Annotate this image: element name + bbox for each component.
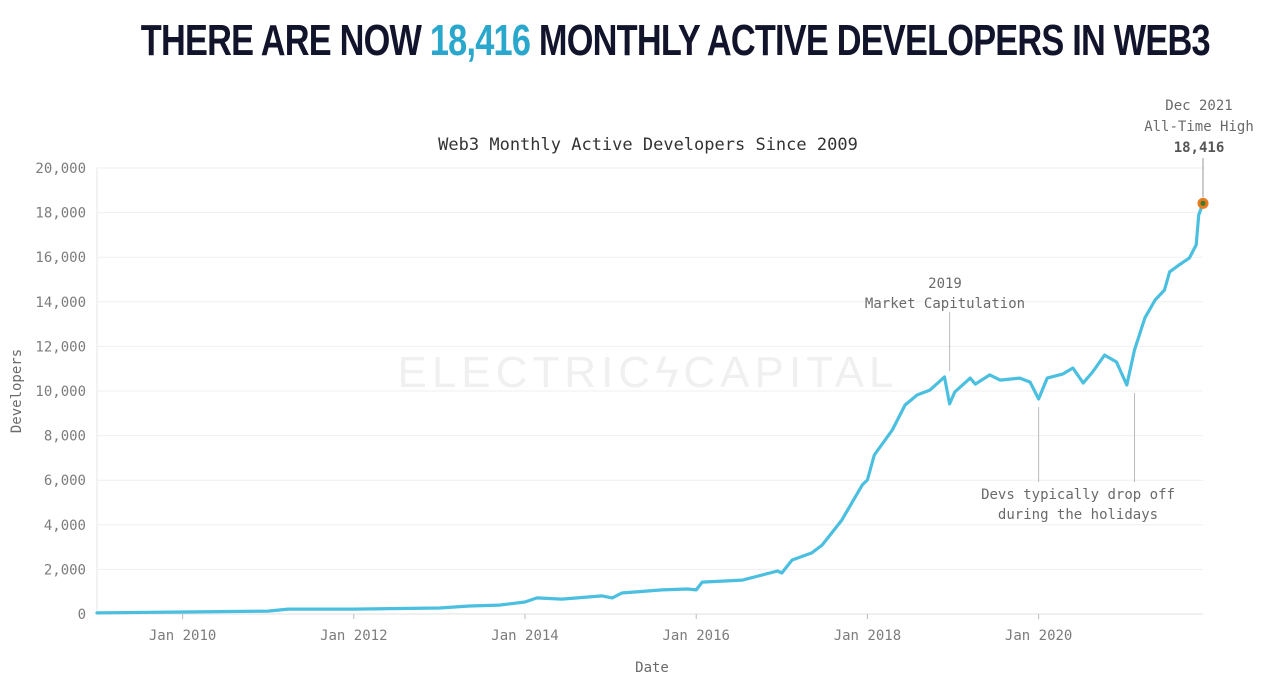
- capitulation-annotation-text: Market Capitulation: [865, 296, 1025, 312]
- y-tick-label: 20,000: [35, 161, 86, 177]
- headline-highlight: 18,416: [429, 16, 531, 65]
- annotations: Dec 2021 All-Time High 18,416 2019 Market Ca…: [865, 98, 1254, 523]
- headline-prefix: THERE ARE NOW: [140, 16, 430, 65]
- y-tick-label: 10,000: [35, 384, 86, 400]
- x-tick-label: Jan 2012: [320, 628, 387, 644]
- y-tick-label: 16,000: [35, 250, 86, 266]
- x-axis-ticks: Jan 2010 Jan 2012 Jan 2014 Jan 2016 Jan 2018…: [149, 614, 1072, 644]
- ath-annotation-text: Dec 2021: [1165, 98, 1232, 114]
- y-tick-label: 12,000: [35, 339, 86, 355]
- watermark-logo: ELECTRICϟCAPITAL: [397, 348, 898, 397]
- y-tick-label: 2,000: [44, 562, 86, 578]
- y-axis-title: Developers: [9, 349, 25, 433]
- holiday-annotation-text: Devs typically drop off: [981, 487, 1175, 503]
- holiday-annotation-text: during the holidays: [998, 507, 1158, 523]
- headline: THERE ARE NOW 18,416 MONTHLY ACTIVE DEVE…: [140, 16, 1211, 66]
- headline-suffix: MONTHLY ACTIVE DEVELOPERS IN WEB3: [530, 16, 1211, 65]
- series-line-developers: [95, 201, 1205, 615]
- y-tick-label: 14,000: [35, 295, 86, 311]
- x-tick-label: Jan 2010: [149, 628, 216, 644]
- y-tick-label: 8,000: [44, 429, 86, 445]
- gridlines: [96, 167, 1203, 615]
- capitulation-annotation-text: 2019: [928, 276, 962, 292]
- y-tick-label: 0: [78, 607, 86, 623]
- x-tick-label: Jan 2020: [1005, 628, 1072, 644]
- y-tick-label: 6,000: [44, 473, 86, 489]
- y-tick-label: 4,000: [44, 518, 86, 534]
- x-tick-label: Jan 2014: [491, 628, 558, 644]
- x-axis-title: Date: [635, 660, 669, 676]
- ath-annotation-text: All-Time High: [1144, 119, 1254, 135]
- ath-value-label: 18,416: [1174, 140, 1225, 156]
- ath-marker-center: [1200, 200, 1206, 206]
- y-axis-ticks: 0 2,000 4,000 6,000 8,000 10,000 12,000 14,000 1…: [35, 161, 86, 623]
- y-tick-label: 18,000: [35, 206, 86, 222]
- x-tick-label: Jan 2016: [663, 628, 730, 644]
- chart-title: Web3 Monthly Active Developers Since 200…: [438, 135, 858, 155]
- x-tick-label: Jan 2018: [834, 628, 901, 644]
